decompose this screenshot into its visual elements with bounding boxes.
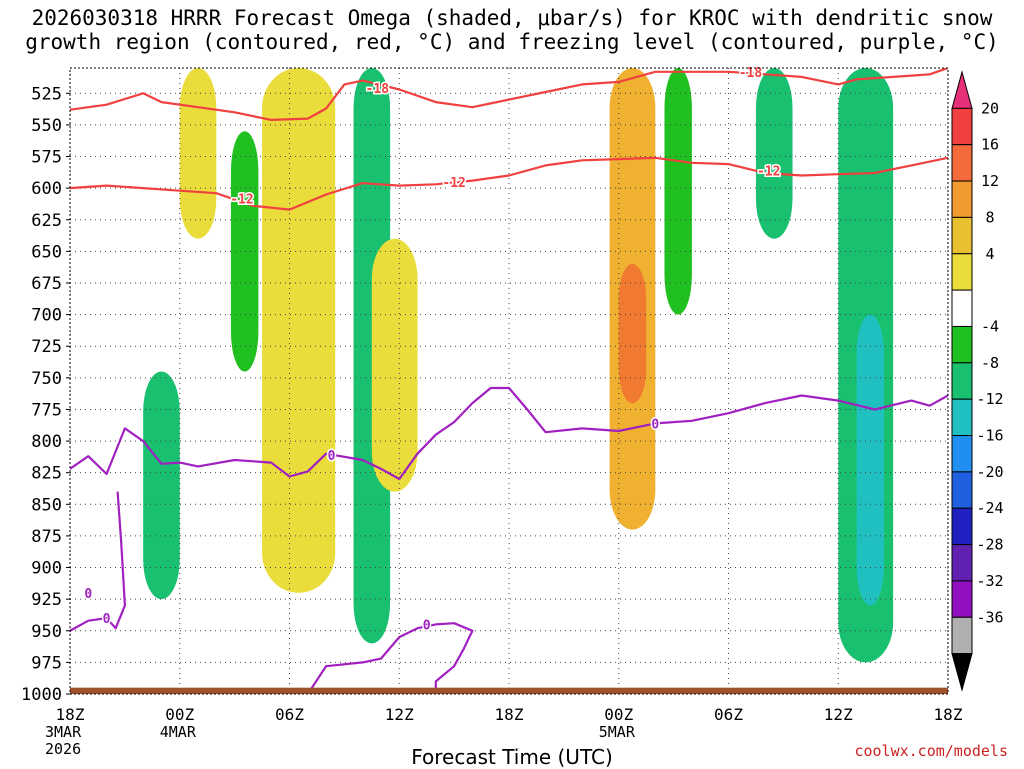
x-tick-label-6: 06Z bbox=[714, 705, 743, 724]
colorbar-label-2: 12 bbox=[981, 172, 999, 190]
label-minus18-right: -18 bbox=[739, 66, 763, 81]
surface-terrain bbox=[70, 687, 948, 694]
colorbar-swatch-6 bbox=[951, 289, 973, 327]
label-zero-b: 0 bbox=[651, 417, 659, 432]
colorbar-swatch-9 bbox=[951, 398, 973, 437]
colorbar-label-10: -24 bbox=[976, 499, 1003, 517]
y-tick-label-675: 675 bbox=[31, 274, 62, 294]
label-zero-e: 0 bbox=[423, 618, 431, 633]
y-tick-label-775: 775 bbox=[31, 400, 62, 420]
contour-freezing_level_bottom bbox=[306, 622, 474, 694]
label-minus12-c: -12 bbox=[757, 164, 780, 179]
x-tick-label-5: 00Z bbox=[604, 705, 633, 724]
y-tick-label-850: 850 bbox=[31, 495, 62, 515]
contour-freezing_level_lower bbox=[70, 491, 127, 632]
x-tick-label-1: 00Z bbox=[165, 705, 194, 724]
y-tick-label-625: 625 bbox=[31, 211, 62, 231]
x-tick-sublabel-0: 3MAR bbox=[45, 723, 82, 741]
label-zero-d: 0 bbox=[103, 612, 111, 627]
colorbar-swatch-4 bbox=[951, 216, 973, 255]
omega-region-1 bbox=[262, 68, 336, 593]
colorbar-label-1: 16 bbox=[981, 136, 999, 154]
y-tick-label-825: 825 bbox=[31, 464, 62, 484]
colorbar-swatch-3 bbox=[951, 180, 973, 218]
label-minus18-left: -18 bbox=[366, 82, 390, 97]
x-tick-label-7: 12Z bbox=[824, 705, 853, 724]
chart-title-line2: growth region (contoured, red, °C) and f… bbox=[25, 30, 999, 54]
colorbar-swatch-11 bbox=[951, 471, 973, 509]
x-axis-label: Forecast Time (UTC) bbox=[411, 745, 613, 769]
omega-region-6 bbox=[664, 68, 692, 315]
x-tick-sublabel-5: 5MAR bbox=[599, 723, 636, 741]
y-tick-label-900: 900 bbox=[31, 559, 62, 579]
omega-region-11 bbox=[230, 131, 259, 372]
contour-dgz_minus12 bbox=[70, 156, 948, 211]
contour-freezing_level bbox=[70, 386, 948, 481]
colorbar-swatch-2 bbox=[951, 144, 973, 182]
omega-region-3 bbox=[371, 238, 418, 492]
contour-dgz_minus18 bbox=[70, 68, 948, 122]
x-tick-label-2: 06Z bbox=[275, 705, 304, 724]
y-tick-label-525: 525 bbox=[31, 84, 62, 104]
omega-region-7 bbox=[755, 68, 793, 239]
colorbar-label-7: -12 bbox=[976, 390, 1003, 408]
x-tick-sublabel-1: 4MAR bbox=[160, 723, 197, 741]
omega-region-10 bbox=[143, 371, 180, 600]
y-tick-label-800: 800 bbox=[31, 432, 62, 452]
x-tick-label-0: 18Z bbox=[56, 705, 85, 724]
y-tick-label-600: 600 bbox=[31, 179, 62, 199]
y-tick-label-950: 950 bbox=[31, 622, 62, 642]
y-tick-label-650: 650 bbox=[31, 242, 62, 262]
colorbar-label-11: -28 bbox=[976, 536, 1003, 554]
colorbar-swatch-14 bbox=[951, 580, 973, 618]
y-tick-label-975: 975 bbox=[31, 653, 62, 673]
colorbar-label-13: -36 bbox=[976, 608, 1003, 626]
y-tick-label-875: 875 bbox=[31, 527, 62, 547]
y-tick-label-925: 925 bbox=[31, 590, 62, 610]
colorbar-swatch-15 bbox=[951, 616, 973, 655]
colorbar-label-3: 8 bbox=[985, 208, 994, 226]
chart-title-line1: 2026030318 HRRR Forecast Omega (shaded, … bbox=[31, 6, 993, 30]
y-tick-label-700: 700 bbox=[31, 306, 62, 326]
x-tick-label-4: 18Z bbox=[495, 705, 524, 724]
colorbar-label-6: -8 bbox=[981, 354, 999, 372]
x-tick-year-0: 2026 bbox=[45, 740, 81, 758]
colorbar-swatch-13 bbox=[951, 544, 973, 582]
colorbar-swatch-5 bbox=[951, 253, 973, 291]
colorbar-swatch-8 bbox=[951, 362, 973, 400]
colorbar-label-5: -4 bbox=[981, 317, 999, 335]
omega-region-0 bbox=[179, 68, 217, 239]
label-minus12-b: -12 bbox=[442, 176, 465, 191]
colorbar-swatch-12 bbox=[951, 507, 973, 546]
label-zero-a: 0 bbox=[328, 449, 336, 464]
chart-title: 2026030318 HRRR Forecast Omega (shaded, … bbox=[0, 6, 1024, 54]
y-tick-label-550: 550 bbox=[31, 116, 62, 136]
colorbar-top-arrow bbox=[951, 70, 973, 109]
x-tick-label-8: 18Z bbox=[934, 705, 963, 724]
omega-region-5 bbox=[618, 264, 647, 404]
colorbar-swatch-10 bbox=[951, 435, 973, 473]
site-credit: coolwx.com/models bbox=[854, 742, 1008, 760]
y-tick-label-725: 725 bbox=[31, 337, 62, 357]
colorbar-label-8: -16 bbox=[976, 427, 1003, 445]
colorbar-label-9: -20 bbox=[976, 463, 1003, 481]
x-tick-label-3: 12Z bbox=[385, 705, 414, 724]
colorbar-label-12: -32 bbox=[976, 572, 1003, 590]
colorbar-bottom-arrow bbox=[951, 653, 973, 692]
label-minus12-a: -12 bbox=[230, 192, 253, 207]
plot-area bbox=[70, 68, 948, 694]
colorbar-label-0: 20 bbox=[981, 99, 999, 117]
y-tick-label-575: 575 bbox=[31, 148, 62, 168]
label-zero-c: 0 bbox=[84, 587, 92, 602]
colorbar-swatch-1 bbox=[951, 107, 973, 146]
colorbar-swatch-7 bbox=[951, 325, 973, 364]
omega-region-9 bbox=[856, 314, 884, 606]
y-tick-label-750: 750 bbox=[31, 369, 62, 389]
colorbar-label-4: 4 bbox=[985, 245, 994, 263]
y-tick-label-1000: 1000 bbox=[21, 685, 62, 705]
